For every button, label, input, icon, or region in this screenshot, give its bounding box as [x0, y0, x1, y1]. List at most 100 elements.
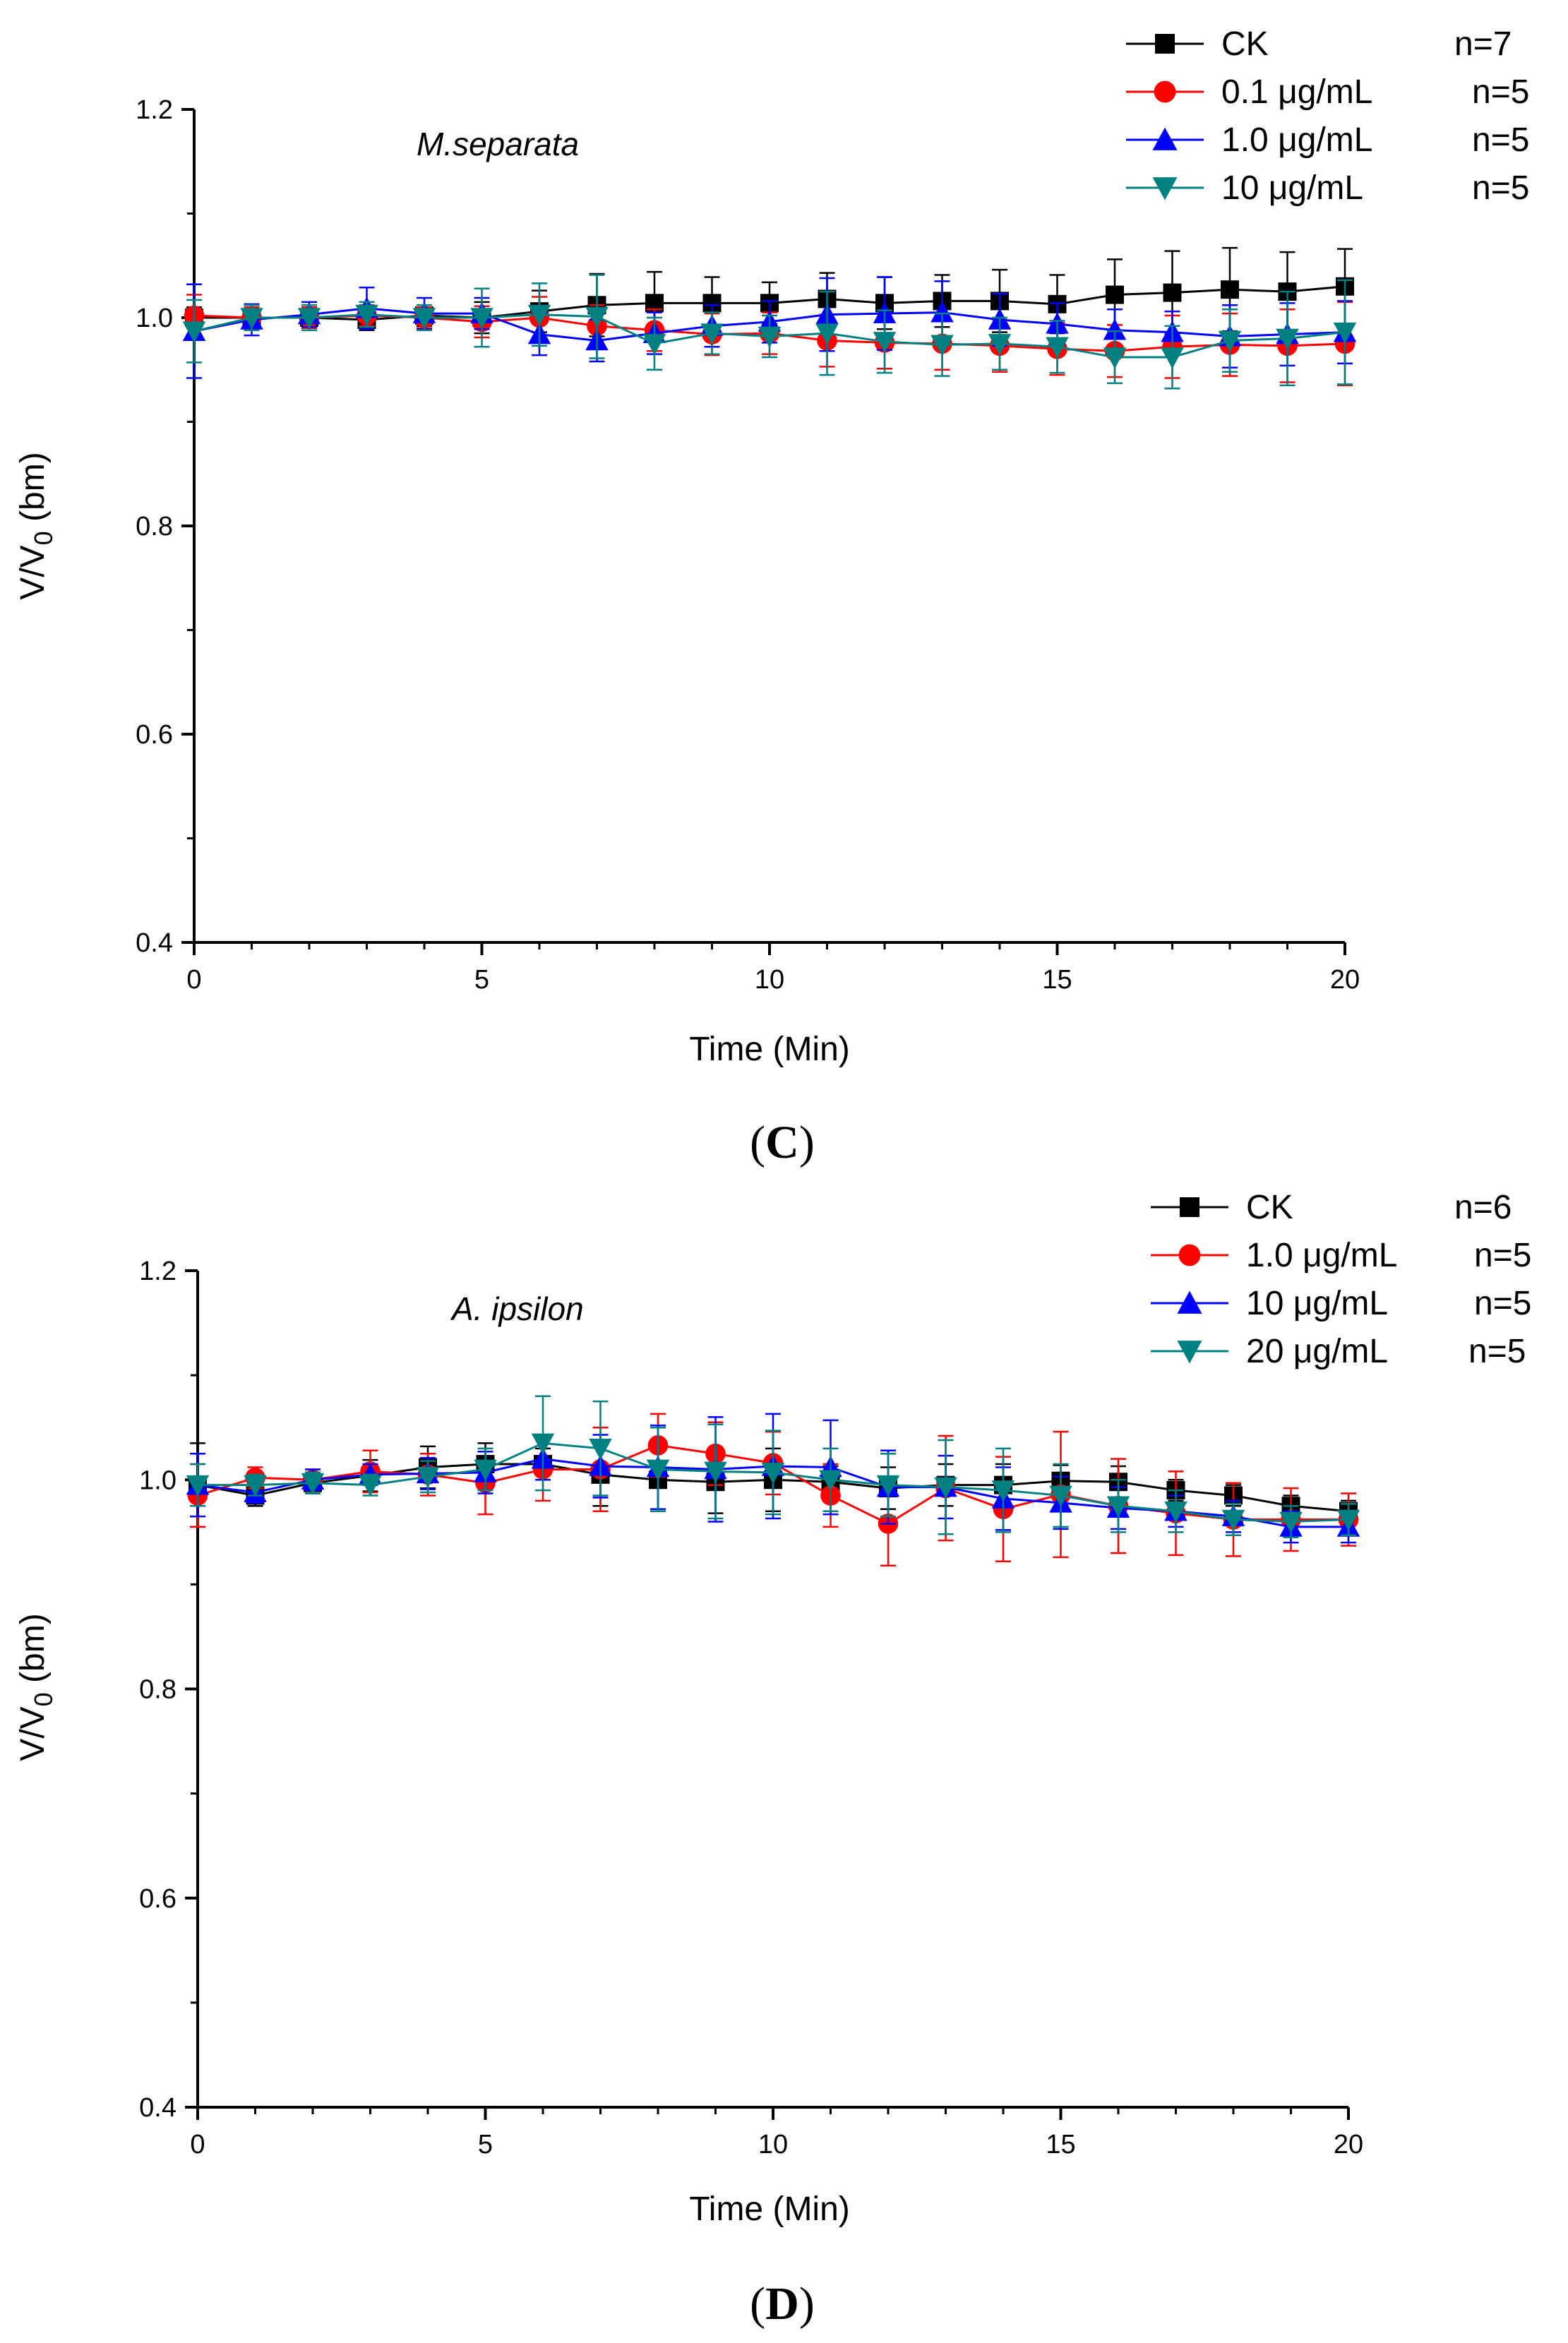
data-point [1333, 322, 1357, 344]
legend-label: CK [1246, 1189, 1293, 1226]
data-point [301, 1473, 325, 1494]
x-tick-label: 0 [186, 965, 201, 995]
data-point [355, 304, 378, 326]
data-point [531, 1433, 555, 1455]
data-point [1103, 347, 1127, 369]
legend-n: n=5 [1472, 121, 1529, 159]
legend-n: n=7 [1454, 25, 1512, 63]
data-point [474, 1459, 497, 1481]
legend-label: CK [1221, 25, 1269, 63]
data-point [930, 335, 954, 356]
data-point [819, 1470, 842, 1492]
y-tick-label: 0.6 [139, 1884, 176, 1914]
legend-label: 10 μg/mL [1246, 1285, 1388, 1322]
x-tick-label: 10 [755, 965, 784, 995]
data-point [1106, 1496, 1130, 1518]
y-tick-label: 0.4 [139, 2093, 176, 2123]
data-point [1046, 337, 1069, 359]
data-point [1336, 1509, 1360, 1531]
data-point [182, 321, 206, 343]
data-point [416, 1466, 440, 1489]
y-tick-label: 1.0 [139, 1466, 176, 1495]
data-point [297, 308, 321, 330]
legend-marker [1177, 1290, 1202, 1314]
data-point [1279, 1511, 1303, 1533]
data-point [1218, 330, 1242, 352]
legend-label: 1.0 μg/mL [1246, 1237, 1397, 1274]
data-point [585, 306, 609, 328]
data-point [1161, 347, 1184, 369]
data-point [758, 326, 782, 348]
data-point [1163, 283, 1182, 302]
x-axis-title: Time (Min) [689, 1031, 850, 1068]
panel-c: 0.4 0.6 0.8 1.0 1.2 0 5 10 15 20 Time (Min) V/V0 (b… [14, 25, 1529, 1168]
x-tick-label: 20 [1330, 965, 1360, 995]
y-tick-label: 1.2 [139, 1257, 176, 1286]
data-point [470, 308, 493, 330]
legend-marker [1154, 80, 1176, 103]
panel-label: (C) [750, 1117, 815, 1168]
legend-marker [1152, 177, 1178, 200]
data-point [700, 323, 724, 345]
y-tick-label: 0.4 [136, 928, 173, 958]
legend-marker [1155, 34, 1175, 54]
data-point [876, 1475, 900, 1497]
x-tick-label: 20 [1334, 2130, 1363, 2159]
legend-n: n=6 [1454, 1189, 1512, 1226]
data-point [1103, 318, 1127, 340]
data-point [527, 304, 551, 326]
legend: CK n=7 0.1 μg/mL n=5 1.0 μg/mL n=5 10 μg/mL n=5 [1126, 25, 1529, 207]
legend-n: n=5 [1472, 73, 1529, 111]
legend-label: 1.0 μg/mL [1221, 121, 1372, 159]
data-point [240, 308, 263, 330]
panel-label: (D) [750, 2278, 815, 2330]
data-point [761, 1463, 785, 1485]
data-point [988, 334, 1012, 356]
data-point [991, 1480, 1015, 1502]
y-tick-label: 0.8 [139, 1675, 176, 1705]
x-tick-label: 5 [478, 2130, 493, 2159]
species-label: A. ipsilon [450, 1290, 584, 1327]
x-tick-label: 15 [1046, 2130, 1075, 2159]
y-axis-title: V/V0 (bm) [14, 452, 58, 599]
data-point [930, 301, 954, 323]
panel-d: 0.4 0.6 0.8 1.0 1.2 0 5 10 15 20 Time (Min) V/V0 (b… [14, 1189, 1531, 2330]
legend-label: 20 μg/mL [1246, 1333, 1388, 1370]
legend-label: 10 μg/mL [1221, 169, 1363, 207]
legend-n: n=5 [1474, 1285, 1531, 1322]
data-point [1106, 285, 1124, 304]
y-tick-label: 1.0 [136, 304, 173, 333]
data-point [873, 332, 897, 354]
data-point [815, 323, 839, 345]
data-point [1221, 1509, 1245, 1531]
legend: CK n=6 1.0 μg/mL n=5 10 μg/mL n=5 20 μg/mL n=5 [1151, 1189, 1531, 1370]
data-point [1276, 328, 1299, 350]
series-3 [186, 1395, 1360, 1538]
legend-label: 0.1 μg/mL [1221, 73, 1372, 111]
legend-n: n=5 [1474, 1237, 1531, 1274]
legend-marker [1178, 1244, 1201, 1266]
data-point [704, 1461, 727, 1483]
legend-n: n=5 [1472, 169, 1529, 207]
y-tick-label: 0.6 [136, 720, 173, 750]
x-tick-label: 0 [190, 2130, 205, 2159]
x-tick-label: 10 [758, 2130, 788, 2159]
y-tick-label: 0.8 [136, 512, 173, 541]
data-point [1164, 1501, 1187, 1523]
species-label: M.separata [417, 126, 579, 162]
x-axis-title: Time (Min) [689, 2191, 850, 2228]
legend-n: n=5 [1468, 1333, 1526, 1370]
data-point [412, 308, 436, 330]
legend-marker [1180, 1197, 1199, 1217]
x-tick-label: 15 [1042, 965, 1072, 995]
data-point [934, 1477, 957, 1499]
series-3 [182, 274, 1357, 390]
legend-marker [1152, 127, 1178, 150]
data-point [589, 1439, 612, 1461]
data-point [642, 334, 666, 356]
y-tick-label: 1.2 [136, 95, 173, 125]
y-axis-title: V/V0 (bm) [14, 1613, 58, 1761]
data-point [1049, 1485, 1072, 1507]
data-point [646, 1459, 670, 1481]
